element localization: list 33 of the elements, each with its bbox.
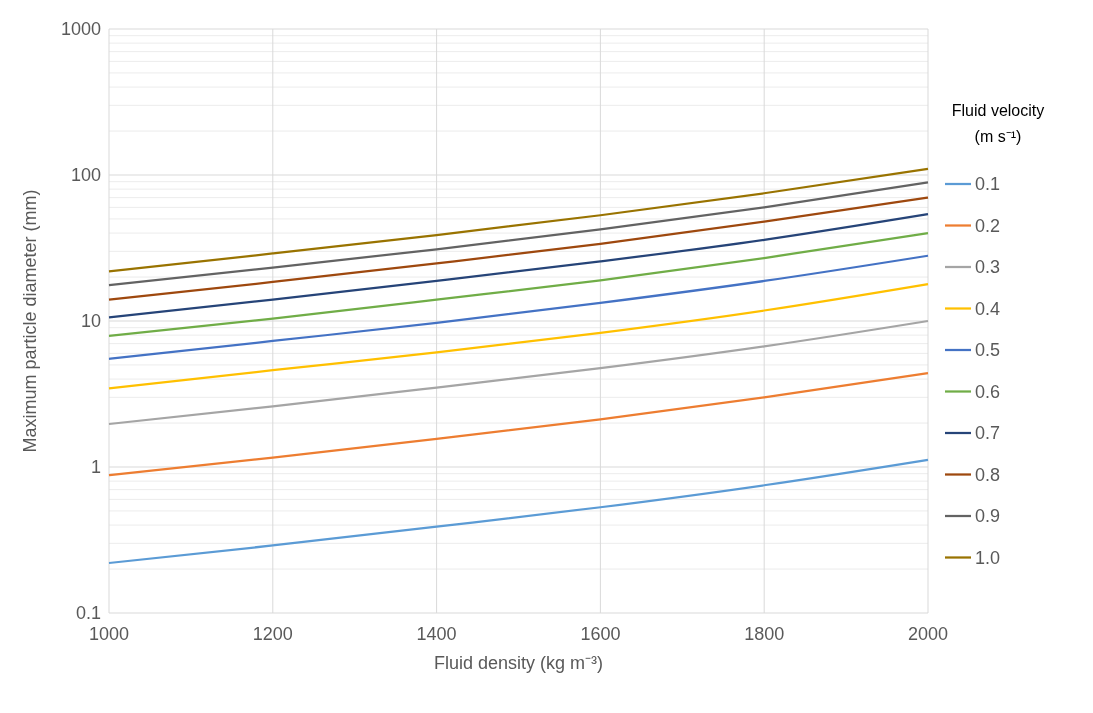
line-series: [107, 167, 930, 273]
line-series: [107, 212, 930, 319]
line-series: [107, 282, 930, 390]
x-tick-label: 1600: [580, 624, 621, 644]
line-series: [107, 371, 930, 477]
x-tick-label: 1400: [416, 624, 457, 644]
y-tick-label: 1000: [60, 19, 101, 40]
y-tick-label: 1: [90, 457, 101, 478]
line-series: [107, 231, 930, 338]
y-axis-title: Maximum particle diameter (mm): [20, 189, 40, 453]
legend-label: 0.3: [975, 257, 1001, 278]
legend-label: 0.9: [975, 506, 1001, 527]
line-series: [107, 196, 930, 301]
x-tick-label: 2000: [907, 624, 949, 644]
line-series: [107, 319, 930, 426]
x-axis-title: Fluid density (kg m⁻³): [433, 653, 604, 673]
legend-label: 0.5: [975, 340, 1001, 361]
y-tick-label: 10: [80, 311, 101, 332]
legend-label: 1.0: [975, 547, 1001, 568]
line-series: [107, 458, 930, 565]
legend-title: Fluid velocity (m s⁻¹): [951, 102, 1045, 145]
legend-label: 0.1: [975, 174, 1001, 195]
legend-label: 0.7: [975, 423, 1001, 444]
line-series: [107, 181, 930, 287]
legend-label: 0.4: [975, 298, 1001, 319]
legend-label: 0.8: [975, 464, 1001, 485]
x-tick-label: 1800: [744, 624, 785, 644]
y-tick-label: 100: [70, 165, 101, 186]
line-series: [107, 254, 930, 361]
y-tick-label: 0.1: [75, 603, 101, 624]
legend-label: 0.2: [975, 215, 1001, 236]
legend-label: 0.6: [975, 381, 1001, 402]
x-tick-label: 1200: [252, 624, 293, 644]
